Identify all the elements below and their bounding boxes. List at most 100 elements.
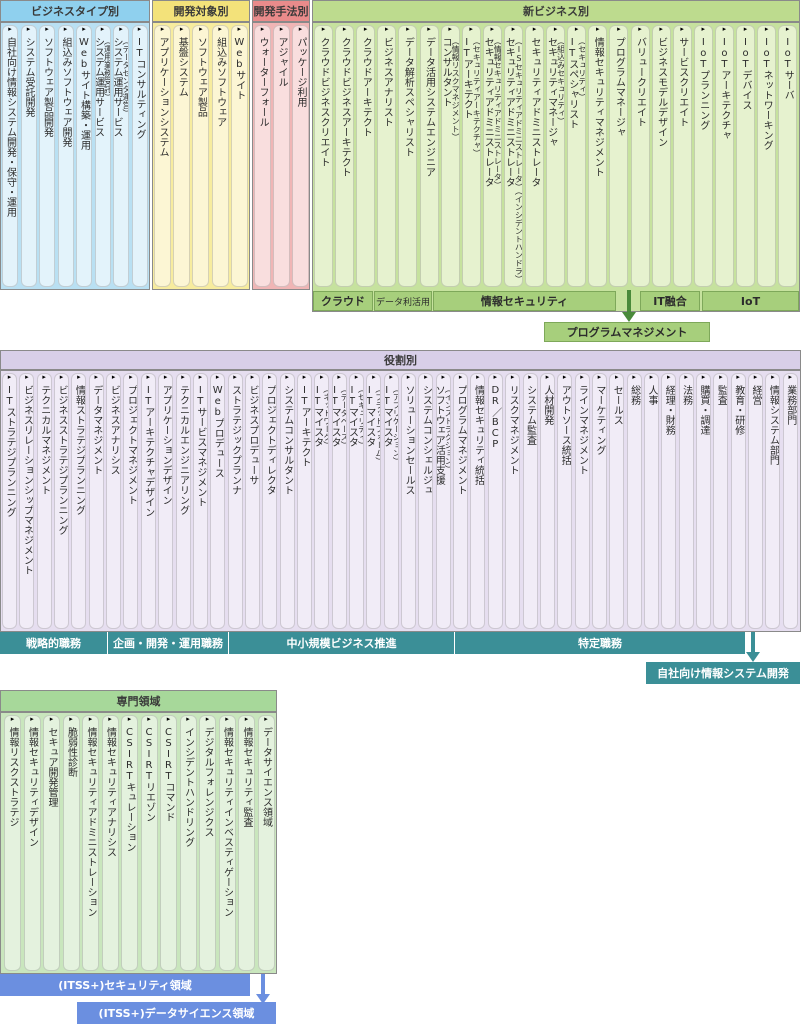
list-item: ▸ セキュリティアドミニストレータ （情報セキュリティアドミニストレータ）	[482, 25, 502, 287]
bullet-triangle-icon: ▸	[493, 373, 498, 381]
list-item: ▸ ビジネスモデルデザイン	[651, 25, 671, 287]
bullet-triangle-icon: ▸	[476, 373, 480, 381]
item-sublabel: （ISセキュリティアドミニストレータ）（インシデントハンドラ）	[514, 37, 523, 283]
list-item: ▸ セールス	[609, 373, 625, 629]
item-label: ビジネスモデルデザイン	[655, 37, 667, 147]
item-label: 情報セキュリティデザイン	[26, 727, 38, 847]
list-item: ▸ ビジネスアナリシス	[106, 373, 122, 629]
item-label: Webプロデュース	[212, 385, 224, 478]
list-item: ▸ クラウドビジネスクリエイト	[314, 25, 333, 287]
list-item: ▸ ITコンサルティング	[131, 25, 148, 287]
bullet-triangle-icon: ▸	[532, 25, 537, 33]
list-item: ▸ マーケティング	[591, 373, 607, 629]
item-label: 監査	[715, 385, 727, 405]
item-label: ITマイスタ	[314, 385, 323, 447]
bullet-triangle-icon: ▸	[119, 25, 123, 33]
list-item: ▸ コンサルタント （情報リスクマネジメント）	[440, 25, 460, 287]
item-label: 情報セキュリティ統括	[472, 385, 484, 485]
item-label: 法務	[680, 385, 692, 405]
bullet-triangle-icon: ▸	[8, 25, 12, 33]
item-label: 経営	[750, 385, 762, 405]
bullet-triangle-icon: ▸	[385, 25, 389, 33]
list-item: ▸ 情報セキュリティ監査	[238, 715, 255, 971]
list-item: ▸ ITアーキテクチャデザイン	[140, 373, 156, 629]
group-data: データ利活用	[374, 291, 432, 311]
bullet-triangle-icon: ▸	[321, 25, 326, 33]
bullet-triangle-icon: ▸	[186, 715, 190, 723]
list-item: ▸ 法務	[678, 373, 694, 629]
list-item: ▸ ビジネスプロデューサ	[244, 373, 260, 629]
item-label: ITマイスタ	[331, 385, 341, 447]
bullet-triangle-icon: ▸	[788, 373, 793, 381]
list-item: ▸ 業務部門	[782, 373, 798, 629]
item-label: Webサイト	[233, 37, 245, 100]
item-sublabel: （プラットフォーム）	[374, 385, 382, 465]
item-label: 情報セキュリティマネジメント	[592, 37, 604, 177]
bullet-triangle-icon: ▸	[49, 715, 54, 723]
item-label: 脆弱性診断	[65, 727, 77, 777]
header-roles: 役割別	[0, 350, 801, 370]
list-item: ▸ 教育・研修	[730, 373, 746, 629]
item-sublabel: （アプリケーション）	[392, 385, 399, 465]
list-item: ▸ バリュークリエイト	[630, 25, 650, 287]
item-sublabel: （情報セキュリティアドミニストレータ）	[493, 37, 502, 189]
item-sublabel: （インストラクション）	[444, 385, 451, 473]
item-label: データ解析スペシャリスト	[402, 37, 414, 157]
item-sublabel: （ネットワーク）	[322, 385, 330, 449]
bullet-triangle-icon: ▸	[580, 373, 584, 381]
list-item: ▸ システム監査	[522, 373, 538, 629]
bullet-triangle-icon: ▸	[7, 373, 12, 381]
item-label: セキュリティアドミニストレータ	[482, 37, 494, 187]
bullet-triangle-icon: ▸	[441, 373, 446, 381]
bullet-triangle-icon: ▸	[25, 373, 29, 381]
list-item: ▸ 情報セキュリティインベスティゲーション	[218, 715, 236, 971]
bullet-triangle-icon: ▸	[574, 25, 579, 33]
group-security-domain: (ITSS+)セキュリティ領域	[0, 974, 250, 996]
item-label: 情報ストラテジプランニング	[73, 385, 85, 515]
list-item: ▸ データ解析スペシャリスト	[398, 25, 418, 287]
item-label: プロジェクトマネジメント	[125, 385, 137, 505]
list-item: ▸ 情報システム部門	[765, 373, 781, 629]
bullet-triangle-icon: ▸	[469, 25, 473, 33]
list-item: ▸ IoTプランニング	[693, 25, 713, 287]
item-label: ITマイスタ	[349, 385, 358, 447]
bullet-triangle-icon: ▸	[298, 25, 303, 33]
bullet-triangle-icon: ▸	[198, 373, 203, 381]
list-item: ▸ IoTサーバ	[778, 25, 798, 287]
bullet-triangle-icon: ▸	[753, 373, 758, 381]
item-sublabel: （セキュリティ）	[577, 37, 587, 101]
list-item: ▸ IoTアーキテクチャ	[714, 25, 734, 287]
bullet-triangle-icon: ▸	[684, 373, 688, 381]
item-label: 総務	[628, 385, 640, 405]
list-item: ▸ ソフトウェア活用支援 （インストラクション）	[435, 373, 451, 629]
item-label: 情報セキュリティ監査	[241, 727, 252, 827]
list-item: ▸ ウォーターフォール	[254, 25, 271, 287]
item-label: セキュリティアドミニストレータ	[529, 37, 540, 187]
item-sublabel: （組込みセキュリティ）	[556, 37, 566, 125]
header-business-type: ビジネスタイプ別	[0, 0, 150, 22]
list-item: ▸ データサイエンス領域	[257, 715, 275, 971]
item-label: アジャイル	[276, 37, 287, 87]
bullet-triangle-icon: ▸	[743, 25, 748, 33]
bullet-triangle-icon: ▸	[215, 373, 220, 381]
bullet-triangle-icon: ▸	[100, 25, 105, 33]
bullet-triangle-icon: ▸	[129, 373, 133, 381]
item-label: システムコンシェルジュ	[420, 385, 432, 495]
item-label: 人材開発	[541, 385, 553, 425]
list-item: ▸ セキュリティアドミニストレータ （ISセキュリティアドミニストレータ）（インシデ…	[503, 25, 523, 287]
bullet-triangle-icon: ▸	[406, 25, 410, 33]
list-item: ▸ システム運用サービス （データセンタ運営）	[113, 25, 129, 287]
list-item: ▸ 情報リスクストラテジ	[4, 715, 21, 971]
bullet-triangle-icon: ▸	[427, 25, 431, 33]
list-item: ▸ プロジェクトディレクタ	[262, 373, 278, 629]
list-item: ▸ 情報セキュリティアナリシス	[101, 715, 119, 971]
bullet-triangle-icon: ▸	[337, 373, 341, 381]
bullet-triangle-icon: ▸	[389, 373, 393, 381]
bullet-triangle-icon: ▸	[719, 373, 723, 381]
item-label: IoTプランニング	[697, 37, 709, 130]
bullet-triangle-icon: ▸	[649, 373, 654, 381]
bullet-triangle-icon: ▸	[94, 373, 99, 381]
item-sublabel: （データセンタ運営）	[122, 37, 129, 117]
item-label: ソフトウェア製品	[195, 37, 207, 117]
list-item: ▸ システムコンサルタント	[279, 373, 295, 629]
